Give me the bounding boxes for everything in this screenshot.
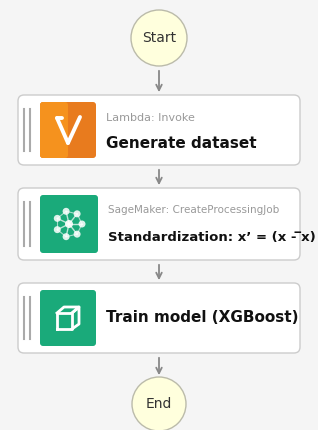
FancyBboxPatch shape: [40, 290, 96, 346]
Circle shape: [79, 221, 86, 227]
Circle shape: [73, 210, 80, 217]
Text: Train model (XGBoost): Train model (XGBoost): [106, 310, 299, 326]
FancyBboxPatch shape: [40, 102, 68, 158]
FancyBboxPatch shape: [18, 95, 300, 165]
Circle shape: [54, 226, 61, 233]
Circle shape: [63, 233, 70, 240]
FancyBboxPatch shape: [18, 283, 300, 353]
FancyBboxPatch shape: [18, 188, 300, 260]
Text: Start: Start: [142, 31, 176, 45]
FancyBboxPatch shape: [40, 195, 98, 253]
Circle shape: [132, 377, 186, 430]
Circle shape: [63, 208, 70, 215]
FancyBboxPatch shape: [40, 102, 96, 158]
Text: Lambda: Invoke: Lambda: Invoke: [106, 113, 195, 123]
Text: SageMaker: CreateProcessingJob: SageMaker: CreateProcessingJob: [108, 205, 279, 215]
Text: End: End: [146, 397, 172, 411]
Circle shape: [65, 220, 73, 228]
Circle shape: [73, 230, 80, 238]
Text: Standardization: x’ = (x - ̅x) / σ: Standardization: x’ = (x - ̅x) / σ: [108, 230, 318, 243]
Circle shape: [131, 10, 187, 66]
Circle shape: [54, 215, 61, 222]
Text: Generate dataset: Generate dataset: [106, 135, 257, 150]
